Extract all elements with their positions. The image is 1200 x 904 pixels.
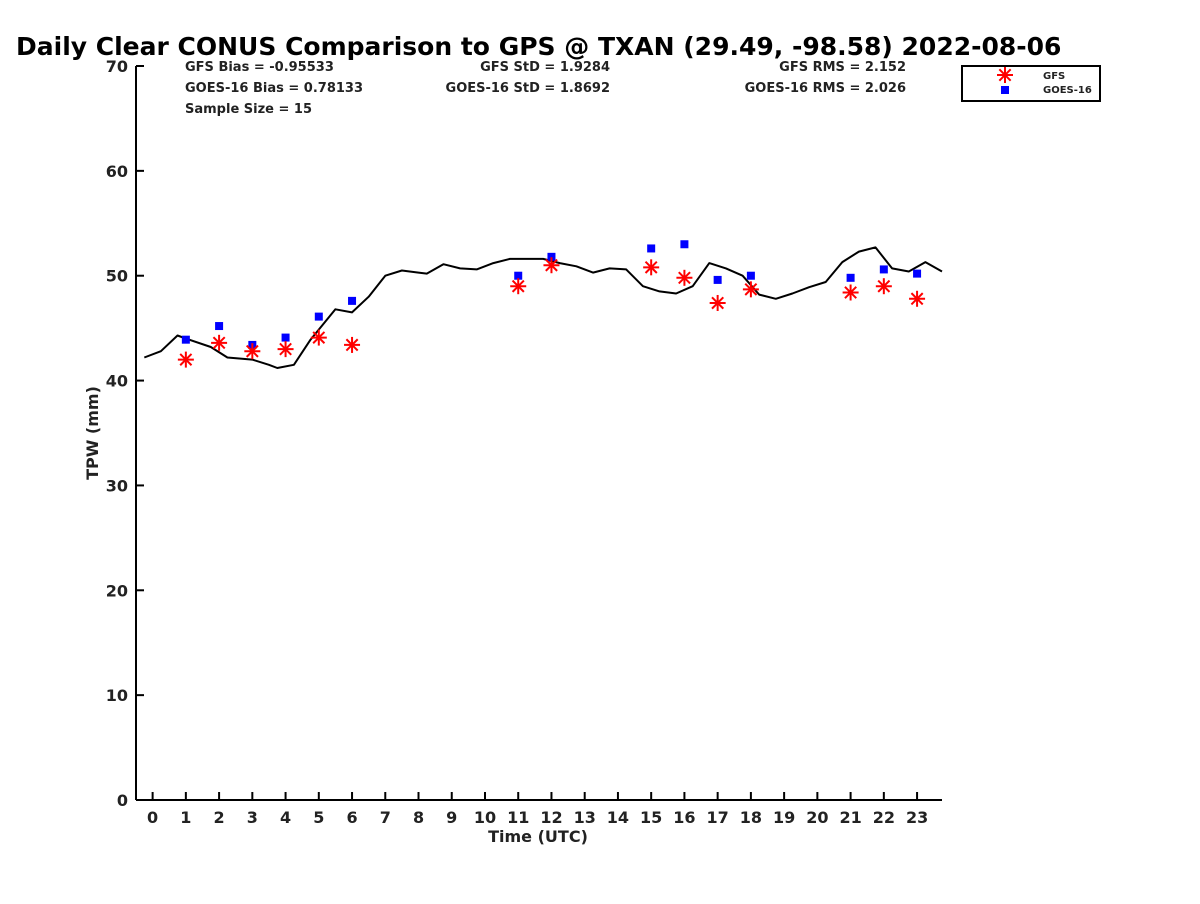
y-tick-label: 40: [106, 372, 128, 391]
x-tick-label: 17: [707, 808, 729, 827]
goes-16-point: [348, 296, 357, 305]
x-tick-label: 15: [640, 808, 662, 827]
gfs-point: [875, 278, 892, 295]
gfs-point: [709, 294, 726, 311]
y-ticks: 0 10 20 30 40 50 60 70: [106, 57, 144, 810]
x-tick-label: 5: [313, 808, 324, 827]
y-tick-label: 70: [106, 57, 128, 76]
x-axis-label: Time (UTC): [488, 827, 588, 846]
goes-std-text: GOES-16 StD = 1.8692: [446, 81, 610, 96]
x-tick-label: 12: [540, 808, 562, 827]
gps-line: [143, 246, 943, 369]
y-tick-label: 0: [117, 791, 128, 810]
x-tick-label: 18: [740, 808, 762, 827]
y-tick-label: 60: [106, 162, 128, 181]
gfs-point: [643, 259, 660, 276]
x-tick-label: 6: [346, 808, 357, 827]
goes-16-series: [181, 240, 922, 349]
gfs-series: [177, 257, 926, 368]
gfs-bias-text: GFS Bias = -0.95533: [185, 60, 334, 75]
goes-16-point: [281, 333, 290, 342]
goes-16-point: [647, 244, 656, 253]
goes-16-point: [879, 265, 888, 274]
legend-gfs-marker: [997, 67, 1013, 83]
gfs-point: [510, 278, 527, 295]
x-tick-label: 23: [906, 808, 928, 827]
x-tick-label: 13: [574, 808, 596, 827]
legend-gfs-asterisk: [997, 67, 1013, 83]
gps-line-group: [143, 246, 943, 369]
gfs-point: [244, 343, 261, 360]
gfs-point: [344, 336, 361, 353]
goes-rms-text: GOES-16 RMS = 2.026: [745, 81, 906, 96]
goes-16-point: [514, 271, 523, 280]
x-tick-label: 9: [446, 808, 457, 827]
gfs-point: [543, 257, 560, 274]
gfs-point: [842, 284, 859, 301]
x-tick-label: 3: [247, 808, 258, 827]
gfs-point: [676, 269, 693, 286]
y-tick-label: 20: [106, 581, 128, 600]
x-tick-label: 16: [673, 808, 695, 827]
sample-size-text: Sample Size = 15: [185, 102, 312, 117]
goes-16-point: [846, 273, 855, 282]
x-ticks: 0 1 2 3 4 5 6 7 8 9 10 11 12 13 14 15 16 17 18 19 20 21 22 23: [147, 792, 928, 827]
gfs-std-text: GFS StD = 1.9284: [480, 60, 610, 75]
legend-goes-marker: [1001, 86, 1009, 94]
y-tick-label: 30: [106, 476, 128, 495]
legend-box: [961, 65, 1101, 102]
gfs-point: [310, 329, 327, 346]
gfs-rms-text: GFS RMS = 2.152: [779, 60, 906, 75]
goes-16-point: [181, 335, 190, 344]
y-tick-label: 10: [106, 686, 128, 705]
x-tick-label: 4: [280, 808, 291, 827]
x-tick-label: 10: [474, 808, 496, 827]
x-tick-label: 7: [380, 808, 391, 827]
x-tick-label: 22: [873, 808, 895, 827]
goes-16-point: [215, 322, 224, 331]
gfs-point: [277, 341, 294, 358]
legend-goes-label: GOES-16: [1043, 85, 1092, 96]
gfs-point: [909, 290, 926, 307]
y-tick-label: 50: [106, 267, 128, 286]
x-tick-label: 0: [147, 808, 158, 827]
axes: [135, 66, 942, 801]
legend: GFS GOES-16: [961, 65, 1101, 102]
gfs-point: [742, 281, 759, 298]
x-tick-label: 19: [773, 808, 795, 827]
gfs-point: [177, 351, 194, 368]
x-tick-label: 1: [180, 808, 191, 827]
legend-gfs-label: GFS: [1043, 71, 1065, 82]
goes-16-point: [746, 271, 755, 280]
chart-title: Daily Clear CONUS Comparison to GPS @ TX…: [16, 32, 1061, 61]
x-tick-label: 20: [806, 808, 828, 827]
x-tick-label: 11: [507, 808, 529, 827]
goes-16-point: [713, 275, 722, 284]
gfs-point: [211, 334, 228, 351]
goes-16-point: [680, 240, 689, 249]
x-tick-label: 21: [839, 808, 861, 827]
goes-16-point: [547, 252, 556, 261]
goes-16-point: [314, 312, 323, 321]
goes-16-point: [913, 269, 922, 278]
goes-bias-text: GOES-16 Bias = 0.78133: [185, 81, 363, 96]
stats-block: GFS Bias = -0.95533 GOES-16 Bias = 0.781…: [185, 60, 906, 117]
x-tick-label: 2: [214, 808, 225, 827]
x-tick-label: 14: [607, 808, 629, 827]
y-axis-label: TPW (mm): [83, 386, 102, 480]
x-tick-label: 8: [413, 808, 424, 827]
